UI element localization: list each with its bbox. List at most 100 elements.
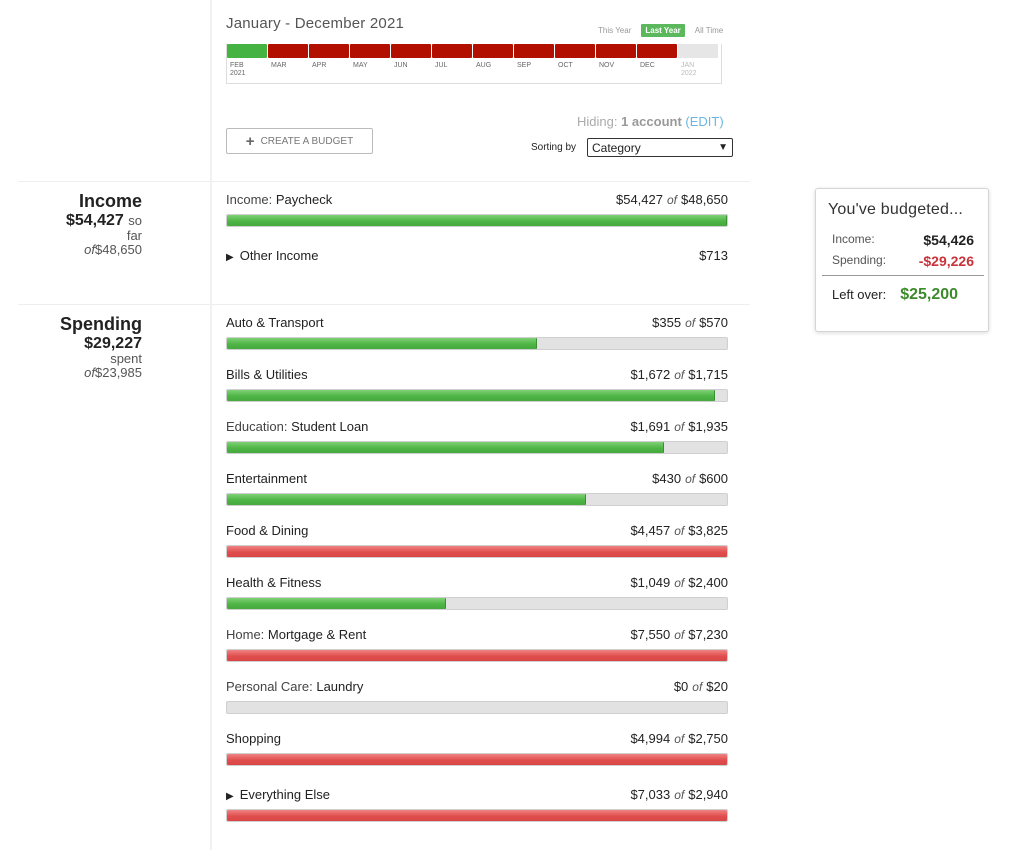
budgeted-leftover-line: Left over: $25,200 [832, 286, 958, 304]
budget-row[interactable]: Bills & Utilities $1,672 of $1,715 [226, 367, 728, 402]
budget-row[interactable]: Shopping $4,994 of $2,750 [226, 731, 728, 766]
budget-figures: $1,049 of $2,400 [630, 575, 728, 590]
progress-bar [226, 597, 728, 610]
expand-triangle-icon[interactable]: ▶ [226, 791, 234, 802]
of-label: of [674, 788, 685, 802]
timeline-segment-jul[interactable] [432, 44, 472, 58]
timeline-month-label: NOV [599, 62, 615, 69]
progress-fill [227, 754, 727, 765]
timeline-labels: FEB 2021 MAR APR MAY JUN JUL AUG SEP OCT NOV DEC JAN… [227, 62, 719, 78]
date-range-title: January - December 2021 [226, 15, 405, 32]
progress-fill [227, 338, 537, 349]
timeline-label-jan: JAN 2022 [678, 62, 719, 78]
timeline-segment-mar[interactable] [268, 44, 308, 58]
create-budget-button[interactable]: + CREATE A BUDGET [226, 128, 373, 154]
of-label: of [692, 680, 703, 694]
progress-fill [227, 650, 727, 661]
budget-row[interactable]: Education: Student Loan $1,691 of $1,935 [226, 419, 728, 454]
timeline-label-mar: MAR [268, 62, 309, 78]
timeline-month-label: JAN [681, 62, 695, 69]
hiding-edit-link[interactable]: (EDIT) [685, 114, 724, 129]
timeline-segment-aug[interactable] [473, 44, 513, 58]
hiding-accounts: Hiding: 1 account (EDIT) [577, 114, 724, 129]
category-name: Bills & Utilities [226, 367, 308, 382]
timeline-label-aug: AUG [473, 62, 514, 78]
hiding-label: Hiding: [577, 114, 618, 129]
timeline-segment-jan[interactable] [678, 44, 718, 58]
budget-row[interactable]: Auto & Transport $355 of $570 [226, 315, 728, 350]
sort-select[interactable]: Category ▼ [587, 138, 733, 157]
progress-fill [227, 390, 715, 401]
budget-row[interactable]: Health & Fitness $1,049 of $2,400 [226, 575, 728, 610]
progress-fill [227, 494, 586, 505]
timeline-segment-oct[interactable] [555, 44, 595, 58]
sort-label: Sorting by [531, 142, 577, 153]
category-prefix: Income: [226, 192, 273, 207]
timeline-segment-apr[interactable] [309, 44, 349, 58]
progress-bar [226, 545, 728, 558]
category-name: Mortgage & Rent [267, 627, 367, 642]
budget-row[interactable]: ▶ Other Income $713 [226, 248, 728, 264]
budget-row-header: Entertainment $430 of $600 [226, 471, 728, 487]
budget-row[interactable]: Food & Dining $4,457 of $3,825 [226, 523, 728, 558]
category-name: Student Loan [291, 419, 369, 434]
expand-triangle-icon[interactable]: ▶ [226, 252, 234, 263]
budgeted-income-value: $54,426 [923, 232, 974, 248]
range-last-year-link[interactable]: Last Year [641, 24, 685, 37]
timeline-segment-may[interactable] [350, 44, 390, 58]
timeline-segment-dec[interactable] [637, 44, 677, 58]
timeline-segment-jun[interactable] [391, 44, 431, 58]
category-name: Laundry [316, 679, 364, 694]
spent-amount: $713 [699, 248, 728, 263]
timeline-segment-sep[interactable] [514, 44, 554, 58]
budget-amount: $570 [699, 315, 728, 330]
budget-row-name: ▶ Other Income [226, 248, 318, 263]
budget-figures: $4,994 of $2,750 [630, 731, 728, 746]
budget-row-header: Education: Student Loan $1,691 of $1,935 [226, 419, 728, 435]
budget-row-header: Health & Fitness $1,049 of $2,400 [226, 575, 728, 591]
budget-row[interactable]: Personal Care: Laundry $0 of $20 [226, 679, 728, 714]
budget-row[interactable]: Income: Paycheck $54,427 of $48,650 [226, 192, 728, 227]
budgeted-income-line: Income: $54,426 [832, 232, 974, 248]
budgeted-income-label: Income: [832, 232, 875, 246]
timeline-year-label: 2022 [681, 70, 697, 77]
budget-row[interactable]: ▶ Everything Else $7,033 of $2,940 [226, 787, 728, 822]
timeline-month-label: MAY [353, 62, 368, 69]
spent-amount: $1,691 [630, 419, 671, 434]
create-budget-label: CREATE A BUDGET [260, 135, 354, 147]
timeline-month-label: MAR [271, 62, 287, 69]
budgeted-leftover-value: $25,200 [900, 286, 959, 303]
spending-summary-title: Spending [60, 314, 142, 334]
timeline-segment-feb[interactable] [227, 44, 267, 58]
budgeted-card-separator [822, 275, 984, 276]
budget-figures: $7,033 of $2,940 [630, 787, 728, 802]
spent-amount: $0 [673, 679, 689, 694]
budgeted-spending-value: -$29,226 [918, 253, 974, 269]
budget-figures: $713 [699, 248, 728, 263]
budget-row-name: Bills & Utilities [226, 367, 308, 382]
timeline-label-nov: NOV [596, 62, 637, 78]
spending-summary-of-amount: $23,985 [95, 365, 142, 380]
sort-select-value: Category [592, 140, 641, 155]
progress-bar [226, 809, 728, 822]
budget-row[interactable]: Entertainment $430 of $600 [226, 471, 728, 506]
budget-row[interactable]: Home: Mortgage & Rent $7,550 of $7,230 [226, 627, 728, 662]
income-summary-sub: far [126, 228, 142, 243]
progress-fill [227, 598, 446, 609]
income-summary-suffix: so [128, 213, 142, 228]
budget-figures: $4,457 of $3,825 [630, 523, 728, 538]
range-this-year-link[interactable]: This Year [598, 26, 632, 35]
budgeted-spending-label: Spending: [832, 253, 887, 267]
progress-bar [226, 701, 728, 714]
of-label: of [666, 193, 677, 207]
of-label: of [674, 524, 685, 538]
timeline-month-label: APR [312, 62, 327, 69]
budget-row-name: Home: Mortgage & Rent [226, 627, 366, 642]
progress-bar [226, 441, 728, 454]
of-label: of [685, 316, 696, 330]
income-divider-left [18, 181, 212, 182]
range-all-time-link[interactable]: All Time [694, 26, 724, 35]
timeline-label-sep: SEP [514, 62, 555, 78]
timeline-segment-nov[interactable] [596, 44, 636, 58]
budget-amount: $1,935 [688, 419, 728, 434]
